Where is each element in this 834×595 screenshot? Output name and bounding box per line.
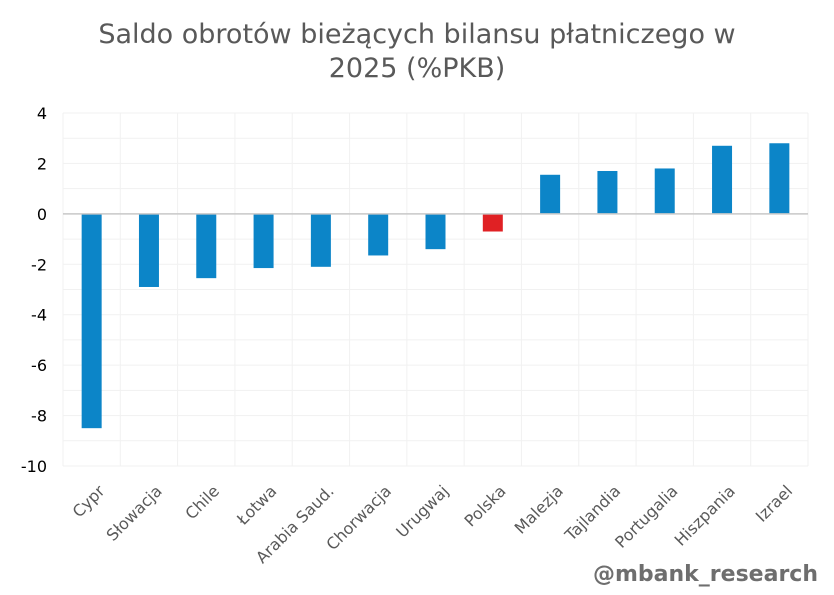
bar-layer <box>81 143 790 429</box>
chart-title-line-1: Saldo obrotów bieżących bilansu płatnicz… <box>98 19 736 50</box>
bar-arabia-saud- <box>310 213 331 267</box>
bar-tajlandia <box>597 170 618 214</box>
chart-title-line-2: 2025 (%PKB) <box>328 53 506 84</box>
x-tick-label: Słowacja <box>103 481 166 544</box>
bar-hiszpania <box>712 145 733 214</box>
x-tick-label: Urugwaj <box>392 481 452 541</box>
bar-urugwaj <box>425 213 446 250</box>
bar-chile <box>196 213 217 279</box>
x-tick-label: Hiszpania <box>671 481 739 549</box>
bar-polska <box>482 213 503 232</box>
x-tick-label: Malezja <box>511 481 567 537</box>
bar-izrael <box>769 143 790 214</box>
bar-łotwa <box>253 213 274 269</box>
y-tick-label: 4 <box>37 104 47 123</box>
bar-malezja <box>540 174 561 214</box>
x-tick-label: Łotwa <box>232 481 280 529</box>
x-tick-label: Izrael <box>752 481 796 525</box>
bar-portugalia <box>654 168 675 214</box>
x-tick-label: Chile <box>181 481 223 523</box>
bar-słowacja <box>138 213 159 287</box>
x-tick-label: Portugalia <box>611 481 681 551</box>
y-tick-label: -8 <box>31 407 47 426</box>
y-tick-label: -10 <box>21 457 47 476</box>
y-tick-label: 2 <box>37 154 47 173</box>
bar-cypr <box>81 213 102 429</box>
y-tick-label: -6 <box>31 356 47 375</box>
y-tick-label: -2 <box>31 255 47 274</box>
x-tick-label: Cypr <box>69 481 109 521</box>
chart-title: Saldo obrotów bieżących bilansu płatnicz… <box>0 18 834 86</box>
y-tick-label: 0 <box>37 205 47 224</box>
grid-layer <box>62 112 809 467</box>
watermark-handle: @mbank_research <box>593 562 818 587</box>
bar-chorwacja <box>368 213 389 256</box>
x-tick-label: Polska <box>461 481 510 530</box>
y-tick-label: -4 <box>31 306 47 325</box>
